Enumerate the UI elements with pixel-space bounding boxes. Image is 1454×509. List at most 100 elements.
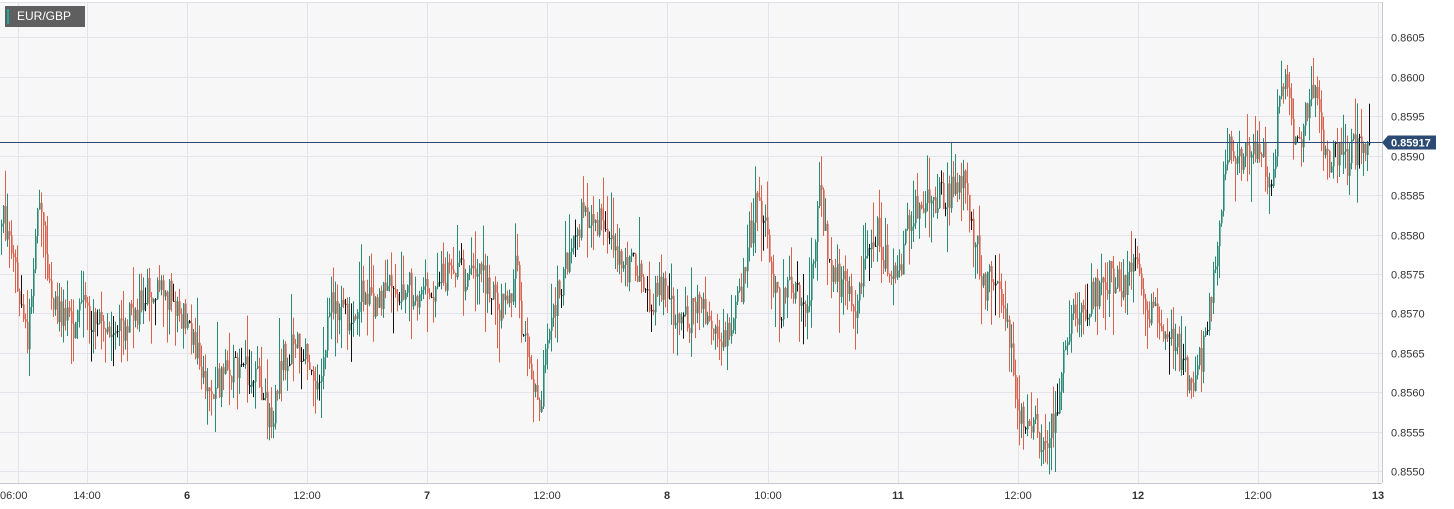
candle-body xyxy=(1005,308,1007,322)
candle-body xyxy=(999,281,1001,290)
candle-body xyxy=(737,290,739,302)
candle-body xyxy=(751,220,753,244)
candle-body xyxy=(1273,168,1275,187)
candle-body xyxy=(933,197,935,201)
candle-body xyxy=(835,267,837,282)
candle-body xyxy=(361,280,363,302)
candle-body xyxy=(163,280,165,297)
candle-body xyxy=(451,265,453,270)
candle-body xyxy=(597,219,599,236)
candle-body xyxy=(423,286,425,291)
candle-body xyxy=(97,323,99,325)
candle-body xyxy=(189,321,191,324)
candle-body xyxy=(1159,323,1161,327)
candle-body xyxy=(1115,287,1117,294)
candle-body xyxy=(301,360,303,363)
candle-body xyxy=(1193,382,1195,391)
candle-body xyxy=(1021,406,1023,424)
candle-body xyxy=(861,283,863,287)
candle-body xyxy=(397,294,399,302)
candle-body xyxy=(593,214,595,223)
candle-body xyxy=(1339,141,1341,166)
candle-body xyxy=(863,258,865,287)
candle-body xyxy=(171,280,173,301)
candle-body xyxy=(845,271,847,281)
candle-body xyxy=(1243,156,1245,170)
candle-body xyxy=(839,263,841,297)
candle-body xyxy=(587,207,589,228)
candle-body xyxy=(923,208,925,213)
candle-body xyxy=(519,265,521,301)
candle-body xyxy=(769,234,771,262)
candle-body xyxy=(925,202,927,213)
candle-body xyxy=(151,297,153,303)
candle-body xyxy=(405,292,407,300)
candle-body xyxy=(325,350,327,358)
candle-body xyxy=(539,399,541,412)
candle-body xyxy=(1185,357,1187,361)
candle-body xyxy=(685,306,687,315)
candle-body xyxy=(1205,331,1207,336)
candle-body xyxy=(269,407,271,428)
candle-body xyxy=(1111,260,1113,269)
candle-body xyxy=(791,276,793,293)
candle-body xyxy=(1297,137,1299,139)
candle-body xyxy=(1283,86,1285,89)
candle-body xyxy=(207,387,209,392)
candle-body xyxy=(567,252,569,272)
candle-body xyxy=(87,302,89,306)
candle-body xyxy=(465,286,467,292)
candle-body xyxy=(1089,313,1091,318)
candle-body xyxy=(353,316,355,323)
candle-body xyxy=(1147,310,1149,320)
candle-body xyxy=(647,289,649,291)
x-tick-label: 12:00 xyxy=(1244,490,1272,502)
candle-body xyxy=(533,379,535,392)
candle-body xyxy=(217,368,219,388)
candle-body xyxy=(137,309,139,325)
candle-body xyxy=(1225,164,1227,175)
current-price-label: 0.85917 xyxy=(1391,138,1431,150)
candle-body xyxy=(49,278,51,281)
candle-body xyxy=(805,303,807,313)
candle-body xyxy=(585,207,587,213)
candle-body xyxy=(757,192,759,198)
candle-body xyxy=(315,380,317,390)
candle-body xyxy=(1337,142,1339,166)
candle-body xyxy=(651,309,653,312)
candle-body xyxy=(227,360,229,370)
candle-body xyxy=(947,183,949,208)
candle-body xyxy=(1055,412,1057,433)
candle-body xyxy=(59,301,61,323)
candle-body xyxy=(407,285,409,293)
candle-body xyxy=(159,280,161,290)
candle-body xyxy=(531,363,533,380)
candle-body xyxy=(387,285,389,291)
candle-body xyxy=(113,333,115,335)
candle-body xyxy=(809,300,811,307)
candle-body xyxy=(453,269,455,273)
symbol-badge[interactable]: EUR/GBP xyxy=(5,6,85,27)
candle-body xyxy=(495,284,497,293)
candle-body xyxy=(1213,269,1215,303)
candle-body xyxy=(841,279,843,297)
candle-body xyxy=(635,254,637,276)
candle-body xyxy=(631,252,633,257)
candle-body xyxy=(349,323,351,331)
candle-body xyxy=(829,258,831,261)
candle-body xyxy=(797,282,799,285)
candle-body xyxy=(1279,96,1281,107)
candle-body xyxy=(251,381,253,387)
candle-body xyxy=(1197,365,1199,376)
candle-body xyxy=(85,294,87,303)
candle-body xyxy=(661,276,663,300)
candle-body xyxy=(53,298,55,310)
candle-body xyxy=(773,273,775,294)
candle-body xyxy=(1107,290,1109,294)
candle-body xyxy=(1133,257,1135,272)
candle-body xyxy=(893,265,895,279)
candle-body xyxy=(1267,176,1269,188)
candle-body xyxy=(675,322,677,326)
candle-body xyxy=(247,356,249,386)
candle-body xyxy=(149,277,151,298)
